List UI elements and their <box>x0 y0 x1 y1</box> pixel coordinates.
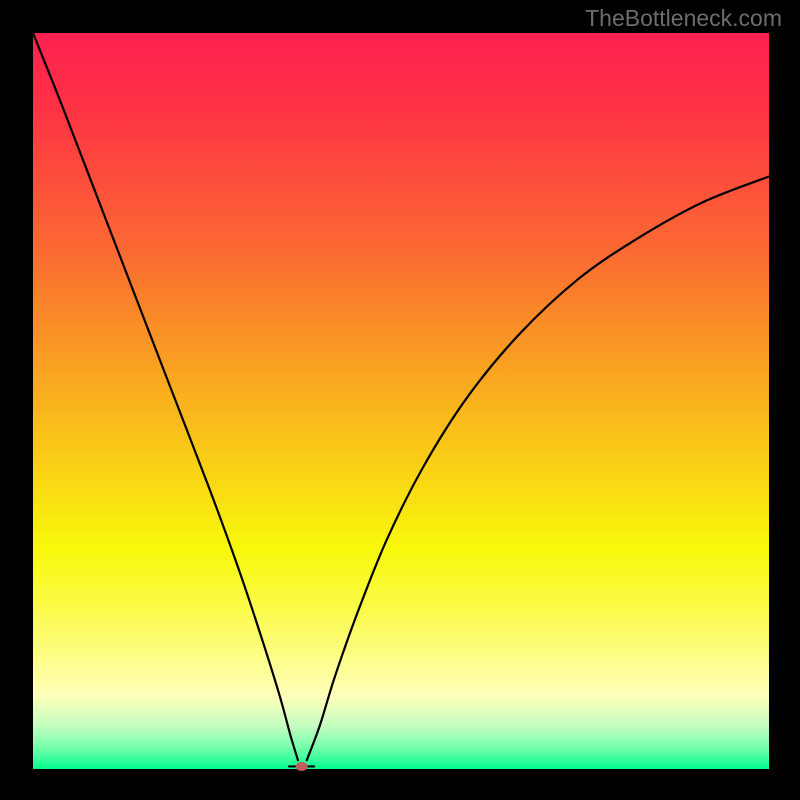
bottleneck-chart <box>0 0 800 800</box>
plot-area <box>33 33 769 769</box>
minimum-marker <box>296 762 308 771</box>
watermark-text: TheBottleneck.com <box>585 5 782 32</box>
